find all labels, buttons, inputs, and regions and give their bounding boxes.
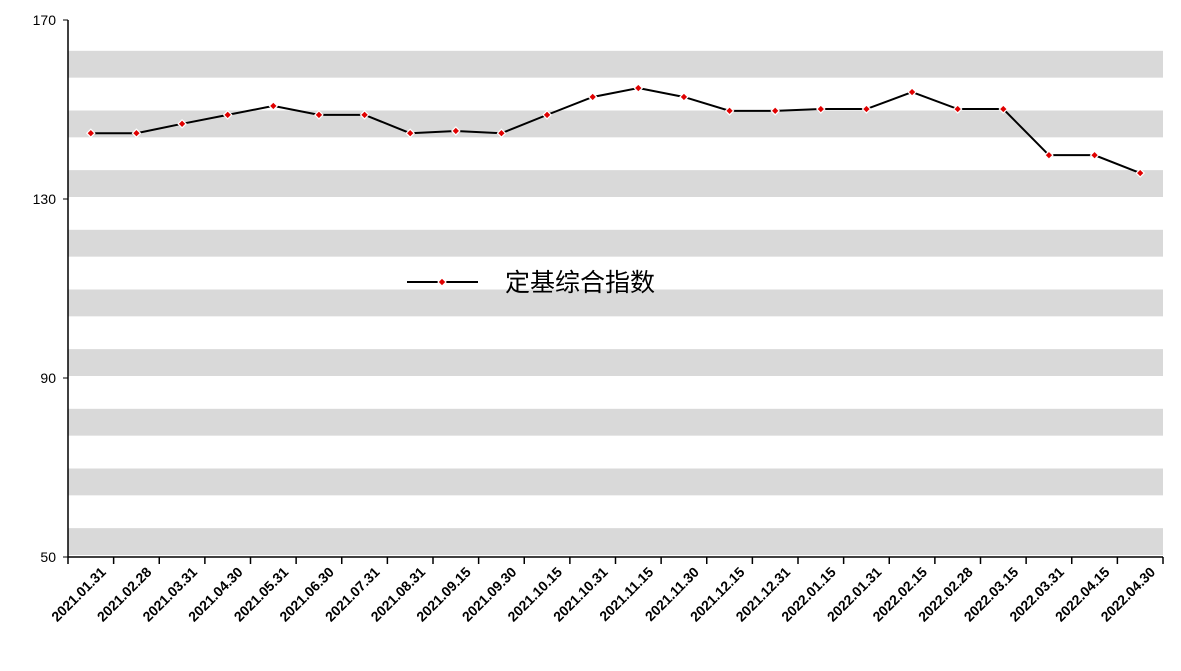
marker [496, 128, 507, 139]
marker [1089, 150, 1100, 160]
marker [998, 104, 1009, 114]
marker [587, 92, 598, 102]
marker [542, 110, 552, 120]
grid-stripe [68, 170, 1163, 197]
y-tick-label: 50 [40, 549, 56, 565]
marker [861, 104, 872, 114]
marker [907, 87, 917, 97]
marker [770, 105, 781, 116]
line [90, 87, 1141, 174]
legend-label: 定基综合指数 [505, 269, 655, 297]
marker [450, 126, 461, 136]
grid-stripe [68, 110, 1163, 138]
marker [633, 83, 644, 93]
marker [952, 104, 963, 114]
y-tick-label: 130 [33, 191, 57, 207]
marker [815, 104, 826, 114]
grid-stripe [68, 50, 1163, 78]
marker [1135, 168, 1146, 178]
marker [1044, 150, 1054, 160]
marker [405, 128, 416, 139]
y-tick-label: 90 [40, 370, 56, 386]
marker [679, 92, 689, 102]
legend-marker [437, 277, 447, 287]
marker [177, 118, 187, 129]
marker [724, 105, 735, 116]
grid-stripe [68, 229, 1163, 257]
marker [359, 110, 370, 120]
grid-stripe [68, 468, 1163, 496]
grid-stripe [68, 349, 1163, 376]
y-tick-label: 170 [33, 12, 57, 28]
marker [314, 110, 324, 120]
grid-stripe [68, 408, 1163, 436]
marker [222, 110, 233, 120]
grid-stripe [68, 289, 1163, 317]
marker [268, 101, 279, 111]
marker [85, 128, 96, 139]
grid-stripe [68, 528, 1163, 555]
marker [131, 128, 142, 139]
